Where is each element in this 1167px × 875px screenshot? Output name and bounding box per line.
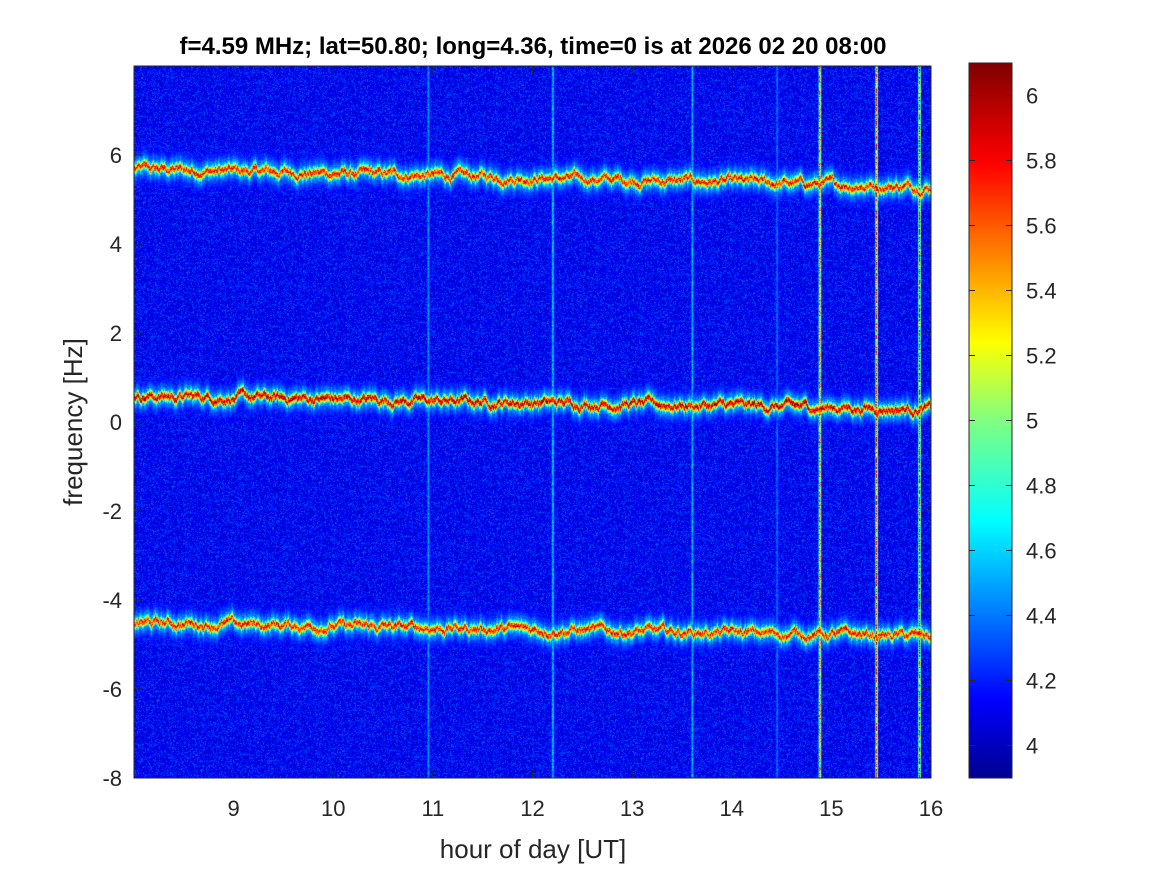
colorbar-tick-label: 6: [1026, 84, 1038, 109]
colorbar-tick-label: 5: [1026, 409, 1038, 434]
x-tick-label: 16: [919, 796, 943, 821]
x-tick-label: 9: [228, 796, 240, 821]
y-axis: -8 -6 -4 -2 0 2 4 6: [102, 143, 931, 791]
x-tick-label: 11: [421, 796, 444, 821]
colorbar-gradient: [968, 62, 1013, 779]
y-tick-label: 0: [110, 410, 122, 435]
y-tick-label: -2: [102, 499, 122, 524]
x-tick-label: 15: [819, 796, 843, 821]
y-axis-label: frequency [Hz]: [58, 338, 88, 506]
colorbar-tick-label: 4: [1026, 734, 1038, 759]
colorbar-tick-label: 5.4: [1026, 279, 1057, 304]
colorbar-tick-label: 4.2: [1026, 669, 1057, 694]
colorbar-tick-label: 4.8: [1026, 474, 1057, 499]
spectrogram-heatmap: [134, 66, 931, 778]
x-tick-label: 10: [321, 796, 345, 821]
y-tick-label: -8: [102, 766, 122, 791]
y-tick-label: -6: [102, 677, 122, 702]
plot-area: [133, 65, 932, 779]
x-axis: 9 10 11 12 13 14 15 16: [228, 66, 943, 821]
colorbar-tick-label: 5.6: [1026, 214, 1057, 239]
x-tick-label: 14: [720, 796, 744, 821]
colorbar-tick-label: 4.6: [1026, 539, 1057, 564]
colorbar-tick-label: 5.8: [1026, 149, 1057, 174]
chart-title: f=4.59 MHz; lat=50.80; long=4.36, time=0…: [179, 33, 886, 60]
y-tick-label: -4: [102, 588, 122, 613]
x-tick-label: 12: [520, 796, 544, 821]
y-tick-label: 4: [110, 232, 122, 257]
colorbar-ticks: 4 4.2 4.4 4.6 4.8 5 5.2 5.4 5.6 5.8 6: [969, 84, 1057, 759]
colorbar-tick-label: 5.2: [1026, 344, 1057, 369]
y-tick-label: 6: [110, 143, 122, 168]
y-tick-label: 2: [110, 321, 122, 346]
colorbar-tick-label: 4.4: [1026, 604, 1057, 629]
x-axis-label: hour of day [UT]: [440, 834, 626, 864]
x-tick-label: 13: [620, 796, 644, 821]
colorbar: 4 4.2 4.4 4.6 4.8 5 5.2 5.4 5.6 5.8 6: [968, 62, 1057, 779]
